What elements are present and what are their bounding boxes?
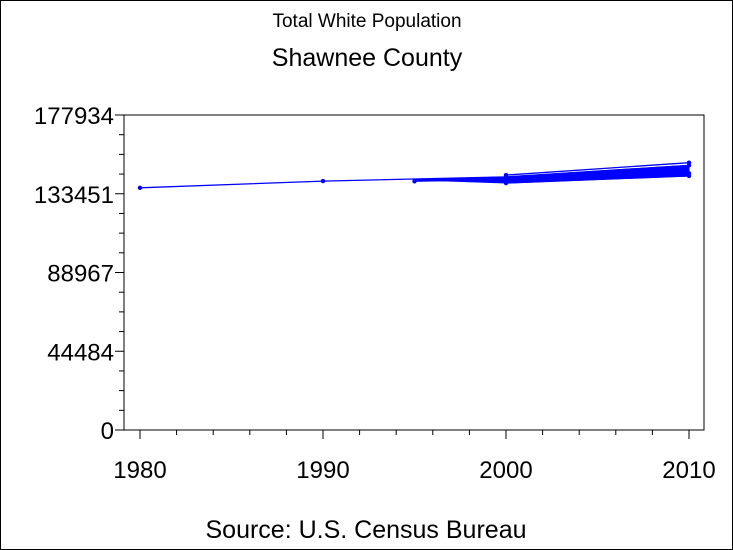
- x-tick-label: 1990: [296, 457, 349, 484]
- y-tick-label: 177934: [34, 103, 114, 130]
- x-axis: 1980 1990 2000 2010: [113, 430, 716, 484]
- chart-source: Source: U.S. Census Bureau: [206, 516, 527, 544]
- y-tick-label: 0: [101, 418, 114, 445]
- data-point: [320, 178, 326, 184]
- x-tick-label: 1980: [113, 457, 166, 484]
- data-point: [686, 160, 692, 165]
- series-layer: [137, 160, 692, 191]
- y-tick-label: 88967: [47, 261, 114, 288]
- series-band: [414, 164, 690, 184]
- y-axis: 0 44484 88967 133451 177934: [34, 103, 124, 445]
- plot-area: [123, 114, 705, 431]
- series-line: [505, 162, 690, 176]
- y-tick-label: 44484: [47, 339, 114, 366]
- y-tick-label: 133451: [34, 182, 114, 209]
- chart-subtitle: Shawnee County: [272, 44, 463, 72]
- x-tick-label: 2010: [662, 457, 715, 484]
- x-tick-label: 2000: [479, 457, 532, 484]
- data-point: [137, 185, 143, 191]
- data-point: [503, 172, 509, 178]
- chart-title: Total White Population: [272, 11, 461, 32]
